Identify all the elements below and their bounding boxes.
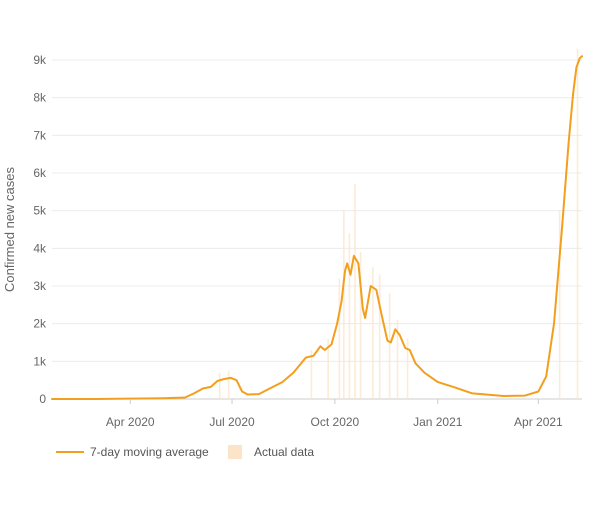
actual-data-bar <box>354 184 356 399</box>
x-tick-label: Jan 2021 <box>413 415 463 429</box>
grid-lines <box>52 59 582 400</box>
y-tick-label: 1k <box>33 354 47 368</box>
moving-average-line-group <box>51 55 583 400</box>
actual-data-bar <box>338 278 341 399</box>
legend-bar-swatch <box>228 445 242 459</box>
y-tick-label: 2k <box>33 317 47 331</box>
x-axis-ticks: Apr 2020 Jul 2020 Oct 2020 Jan 2021 Apr 2021 <box>106 399 563 429</box>
actual-data-bar <box>388 293 391 399</box>
y-tick-label: 7k <box>33 128 47 142</box>
y-tick-label: 5k <box>33 204 47 218</box>
y-tick-label: 8k <box>33 91 47 105</box>
y-axis-ticks: 0 1k 2k 3k 4k 5k 6k 7k 8k 9k <box>33 53 47 406</box>
actual-data-bar <box>310 350 313 399</box>
y-tick-label: 0 <box>39 392 46 406</box>
legend-label-moving-average: 7-day moving average <box>90 445 209 459</box>
actual-data-bar <box>343 210 345 399</box>
actual-data-bar <box>406 338 409 399</box>
y-axis-title: Confirmed new cases <box>2 167 17 292</box>
y-tick-label: 3k <box>33 279 47 293</box>
legend-label-actual-data: Actual data <box>254 445 314 459</box>
actual-data-bar <box>327 338 329 399</box>
actual-data-bar <box>359 252 362 399</box>
moving-average-line <box>51 55 583 400</box>
x-tick-label: Apr 2020 <box>106 415 155 429</box>
actual-data-bar <box>227 370 230 399</box>
actual-data-bar <box>372 267 374 399</box>
actual-data-bar <box>396 319 399 399</box>
actual-data-bars <box>218 48 579 399</box>
actual-data-bar <box>218 372 221 399</box>
actual-data-bar <box>558 210 561 399</box>
x-tick-label: Jul 2020 <box>209 415 255 429</box>
x-tick-label: Apr 2021 <box>514 415 563 429</box>
y-tick-label: 4k <box>33 241 47 255</box>
x-tick-label: Oct 2020 <box>311 415 360 429</box>
legend: 7-day moving average Actual data <box>56 445 314 459</box>
actual-data-bar <box>348 233 351 399</box>
y-tick-label: 9k <box>33 53 47 67</box>
actual-data-bar <box>378 274 381 399</box>
y-tick-label: 6k <box>33 166 47 180</box>
actual-data-bar <box>576 48 579 399</box>
